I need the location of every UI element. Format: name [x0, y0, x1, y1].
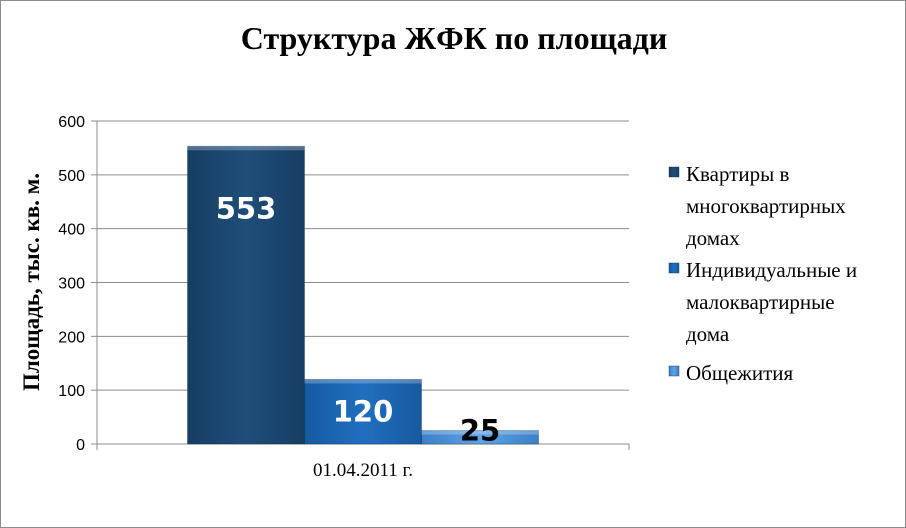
legend-swatch-3 — [668, 365, 680, 377]
legend-label-3: Общежития — [686, 361, 794, 385]
data-label-2: 120 — [333, 395, 394, 429]
y-tick-label: 500 — [58, 168, 85, 185]
data-label-1: 553 — [216, 191, 277, 225]
bar-3 — [421, 430, 539, 445]
bar-2 — [304, 378, 422, 445]
legend: Квартиры в многоквартирных домах Индивидуал… — [668, 162, 857, 385]
y-tick-label: 300 — [58, 276, 85, 293]
legend-label-1: многоквартирных — [686, 194, 846, 218]
grid-lines — [97, 120, 629, 391]
x-category-labels: 01.04.2011 г. — [313, 460, 413, 481]
legend-label-2: Индивидуальные и — [686, 258, 857, 282]
x-category-label: 01.04.2011 г. — [313, 460, 413, 481]
legend-label-2: малоквартирные — [686, 290, 835, 314]
y-tick-label: 0 — [76, 437, 85, 454]
y-tick-label: 100 — [58, 383, 85, 400]
y-axis-label: Площадь, тыс. кв. м. — [19, 173, 44, 391]
y-tick-labels: 0 100 200 300 400 500 600 — [58, 114, 85, 454]
legend-swatch-2 — [668, 262, 680, 274]
bars — [187, 145, 539, 445]
bar-highlight — [187, 146, 305, 151]
y-tick-label: 600 — [58, 114, 85, 131]
legend-swatch-1 — [668, 166, 680, 178]
bar-1 — [187, 145, 305, 445]
legend-label-1: Квартиры в — [686, 162, 789, 186]
y-tick-label: 400 — [58, 222, 85, 239]
data-label-3: 25 — [460, 414, 500, 448]
legend-label-2: дома — [686, 322, 730, 346]
legend-label-1: домах — [686, 226, 740, 250]
bar-highlight — [304, 379, 422, 384]
data-labels: 553 120 25 — [216, 191, 500, 447]
bar-highlight — [421, 430, 539, 435]
y-tick-label: 200 — [58, 329, 85, 346]
chart-title: Структура ЖФК по площади — [241, 20, 668, 56]
